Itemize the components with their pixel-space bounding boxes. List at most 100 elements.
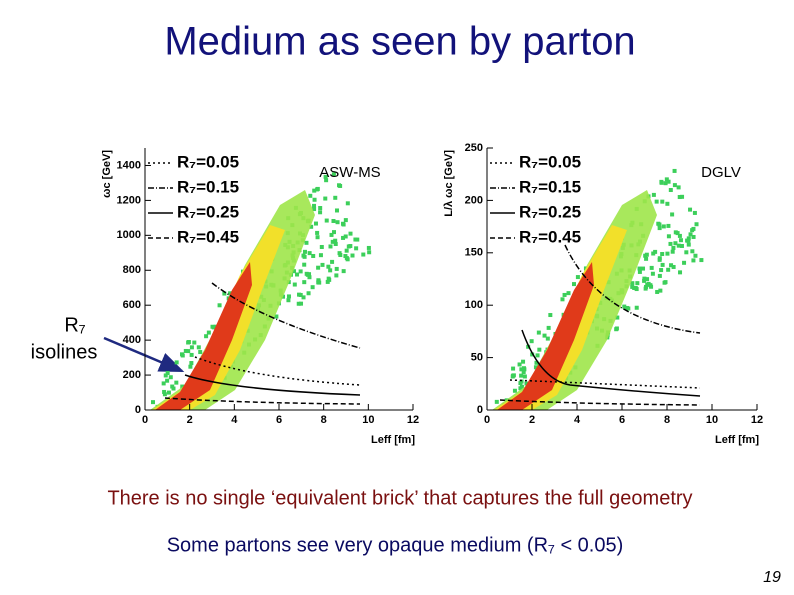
x-tick-label: 12 [751,414,763,426]
density-point [354,246,359,251]
x-tick-label: 12 [407,414,419,426]
density-point [542,333,547,338]
density-point [301,253,306,258]
density-core [152,225,285,410]
y-tick-label: 1200 [117,194,141,206]
density-point [511,366,516,371]
density-point [320,262,325,267]
density-point [324,218,329,223]
density-point [348,231,353,236]
density-point [350,253,355,258]
density-point [298,269,303,274]
density-point [680,194,685,199]
y-tick-label: 400 [123,334,141,346]
density-point [562,292,567,297]
density-point [678,238,683,243]
density-point [162,389,167,394]
density-point [330,259,335,264]
density-point [306,291,311,296]
density-point [660,262,665,267]
x-tick-label: 8 [321,414,327,426]
density-point [659,180,664,185]
density-point [292,282,297,287]
density-point [312,207,317,212]
density-point [673,230,678,235]
density-point [217,303,222,308]
density-point [660,199,665,204]
density-point [694,222,699,227]
density-point [150,400,155,405]
density-point [318,210,323,215]
density-point [660,252,665,257]
density-point [319,244,324,249]
density-point [529,339,534,344]
x-tick-label: 4 [574,414,581,426]
density-point [317,280,322,285]
density-point [665,201,670,206]
density-point [677,195,682,200]
density-point [170,384,175,389]
density-point [649,265,654,270]
isoline [564,244,701,334]
density-point [337,183,342,188]
density-point [331,172,336,177]
density-point [353,237,358,242]
x-tick-label: 0 [484,414,490,426]
density-point [165,370,170,375]
density-point [684,250,689,255]
density-point [346,244,351,249]
density-point [308,193,313,198]
density-point [345,201,350,206]
density-point [312,203,317,208]
density-point [645,282,650,287]
density-point [512,388,517,393]
density-point [334,208,339,213]
y-tick-label: 150 [465,247,483,259]
density-point [614,327,619,332]
density-point [686,238,691,243]
density-point [699,258,704,263]
density-point [518,381,523,386]
density-point [670,212,675,217]
density-point [659,268,664,273]
density-point [665,251,670,256]
density-point [324,178,329,183]
density-point [653,249,658,254]
legend-entry: R₇=0.15 [519,177,581,196]
density-point [304,240,309,245]
density-point [228,291,233,296]
density-point [307,251,312,256]
density-point [180,384,185,389]
density-point [664,177,669,182]
density-point [192,340,197,345]
density-point [206,330,211,335]
density-point [637,266,642,271]
density-point [644,284,649,289]
density-point [642,276,647,281]
density-point [328,244,333,249]
density-point [335,220,340,225]
legend-entry: R₇=0.45 [519,227,581,246]
density-point [666,234,671,239]
y-tick-label: 200 [123,369,141,381]
statement: There is no single ‘equivalent brick’ th… [107,487,692,509]
density-point [643,253,648,258]
y-tick-label: 250 [465,142,483,154]
density-point [662,280,667,285]
annotation-symbol: R₇ [64,314,85,336]
density-point [302,262,307,267]
y-tick-label: 100 [465,299,483,311]
y-tick-label: 200 [465,194,483,206]
density-point [679,243,684,248]
density-point [366,245,371,250]
density-point [521,370,526,375]
density-point [162,392,167,397]
density-point [331,218,336,223]
density-point [189,361,194,366]
density-point [315,230,320,235]
density-point [307,275,312,280]
panel-label: DGLV [701,164,741,181]
density-point [658,288,663,293]
isoline [499,399,701,406]
